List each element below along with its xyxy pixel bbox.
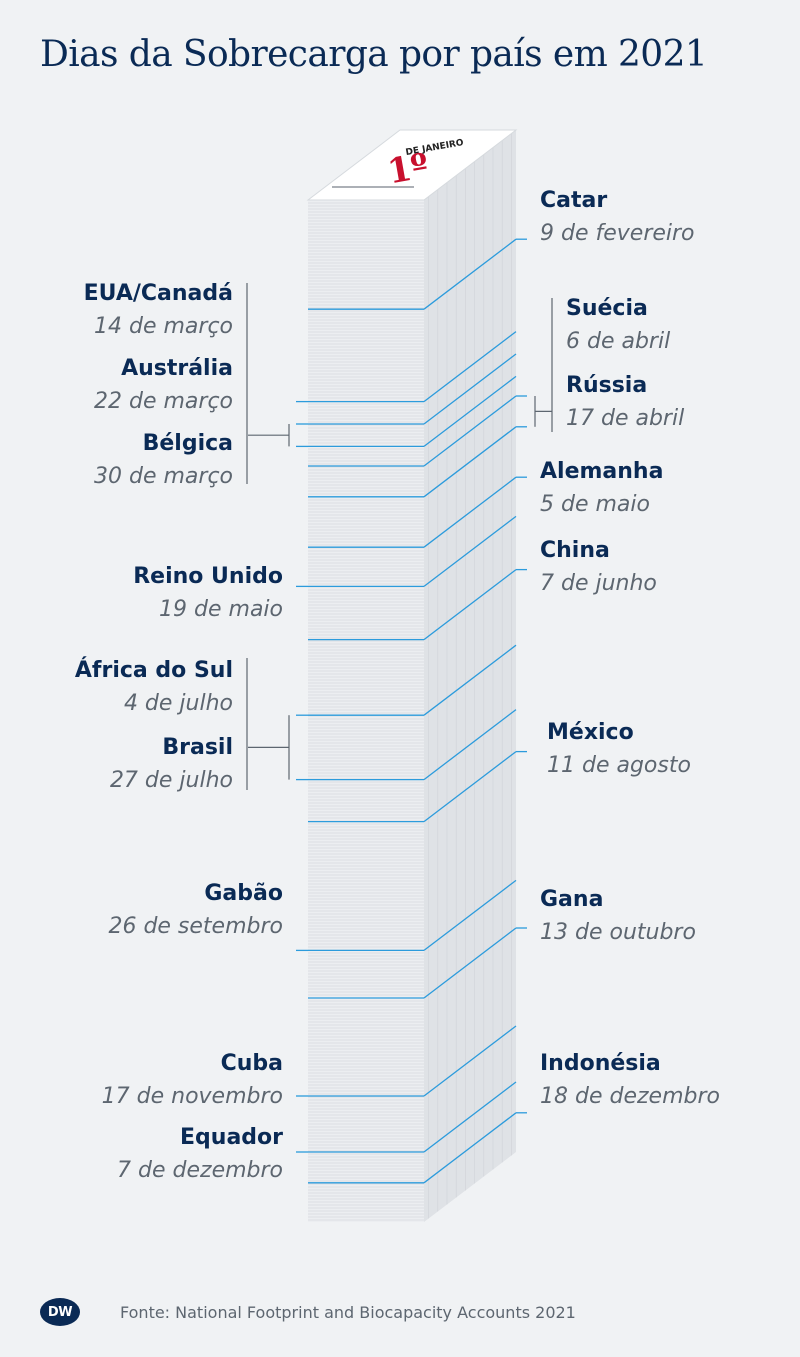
country-name: Suécia bbox=[566, 296, 648, 321]
marker-diagonal-australia bbox=[423, 353, 517, 425]
overshoot-date: 17 de novembro bbox=[101, 1084, 283, 1109]
country-name: México bbox=[547, 720, 634, 745]
marker-diagonal-gana bbox=[423, 927, 517, 999]
label-cuba: Cuba 17 de novembro bbox=[102, 1047, 283, 1113]
overshoot-date: 11 de agosto bbox=[547, 753, 691, 778]
country-name: Reino Unido bbox=[133, 564, 283, 589]
overshoot-date: 9 de fevereiro bbox=[540, 221, 695, 246]
country-name: Equador bbox=[180, 1125, 283, 1150]
label-russia: Rússia 17 de abril bbox=[566, 369, 684, 435]
marker-diagonal-alemanha bbox=[423, 476, 517, 548]
country-name: China bbox=[540, 538, 610, 563]
overshoot-date: 17 de abril bbox=[566, 406, 685, 431]
overshoot-date: 5 de maio bbox=[540, 492, 650, 517]
overshoot-date: 18 de dezembro bbox=[540, 1084, 720, 1109]
footer: DW Fonte: National Footprint and Biocapa… bbox=[40, 1298, 576, 1326]
overshoot-date: 7 de dezembro bbox=[117, 1158, 283, 1183]
overshoot-date: 6 de abril bbox=[566, 329, 671, 354]
overshoot-date: 26 de setembro bbox=[108, 914, 283, 939]
label-gabao: Gabão 26 de setembro bbox=[108, 877, 283, 943]
marker-diagonal-cuba bbox=[423, 1025, 517, 1097]
overshoot-date: 22 de março bbox=[94, 389, 233, 414]
overshoot-date: 19 de maio bbox=[159, 597, 283, 622]
label-australia: Austrália 22 de março bbox=[94, 352, 233, 418]
country-name: EUA/Canadá bbox=[83, 281, 233, 306]
country-name: Rússia bbox=[566, 373, 648, 398]
country-name: Brasil bbox=[162, 735, 233, 760]
date-markers bbox=[246, 238, 553, 1184]
source-note: Fonte: National Footprint and Biocapacit… bbox=[120, 1302, 576, 1322]
country-name: Alemanha bbox=[540, 459, 664, 484]
country-name: Gana bbox=[540, 887, 604, 912]
label-reino-unido: Reino Unido 19 de maio bbox=[133, 560, 283, 626]
calendar-day-label: 1º bbox=[385, 146, 432, 192]
marker-diagonal-africa-do-sul bbox=[423, 644, 517, 716]
marker-diagonal-brasil bbox=[423, 709, 517, 781]
label-catar: Catar 9 de fevereiro bbox=[540, 184, 695, 250]
label-alemanha: Alemanha 5 de maio bbox=[540, 455, 663, 521]
label-belgica: Bélgica 30 de março bbox=[94, 427, 233, 493]
label-eua-canada: EUA/Canadá 14 de março bbox=[84, 277, 233, 343]
overshoot-date: 7 de junho bbox=[540, 571, 657, 596]
label-indonesia: Indonésia 18 de dezembro bbox=[540, 1047, 720, 1113]
calendar-top-face bbox=[306, 129, 518, 201]
country-name: Austrália bbox=[121, 356, 233, 381]
marker-diagonal-gabao bbox=[423, 879, 517, 951]
stack-block bbox=[308, 130, 516, 1222]
overshoot-date: 27 de julho bbox=[109, 768, 233, 793]
marker-diagonal-indonesia bbox=[423, 1112, 517, 1184]
overshoot-date: 4 de julho bbox=[123, 691, 233, 716]
overshoot-date: 30 de março bbox=[94, 464, 233, 489]
marker-diagonal-catar bbox=[423, 238, 517, 310]
label-suecia: Suécia 6 de abril bbox=[566, 292, 670, 358]
overshoot-date: 13 de outubro bbox=[540, 920, 696, 945]
label-gana: Gana 13 de outubro bbox=[540, 883, 696, 949]
marker-diagonal-eua-canada bbox=[423, 331, 517, 403]
country-name: Catar bbox=[540, 188, 608, 213]
marker-diagonal-equador bbox=[423, 1081, 517, 1153]
marker-diagonal-china bbox=[423, 569, 517, 641]
label-mexico: México 11 de agosto bbox=[547, 716, 691, 782]
marker-diagonal-reino-unido bbox=[423, 515, 517, 587]
marker-diagonal-mexico bbox=[423, 751, 517, 823]
country-name: Indonésia bbox=[540, 1051, 661, 1076]
label-china: China 7 de junho bbox=[540, 534, 657, 600]
calendar-top-page: DE JANEIRO 1º bbox=[306, 129, 518, 201]
overshoot-date: 14 de março bbox=[94, 314, 233, 339]
label-brasil: Brasil 27 de julho bbox=[110, 731, 233, 797]
chart-title: Dias da Sobrecarga por país em 2021 bbox=[40, 34, 708, 75]
marker-diagonal-suecia bbox=[423, 395, 517, 467]
label-africa-do-sul: África do Sul 4 de julho bbox=[75, 654, 233, 720]
country-name: Cuba bbox=[220, 1051, 283, 1076]
label-equador: Equador 7 de dezembro bbox=[117, 1121, 283, 1187]
marker-diagonal-belgica bbox=[423, 375, 517, 447]
country-name: Bélgica bbox=[142, 431, 233, 456]
dw-logo-icon: DW bbox=[40, 1298, 80, 1326]
stack-front-face bbox=[308, 200, 424, 1222]
marker-diagonal-russia bbox=[423, 426, 517, 498]
country-name: África do Sul bbox=[74, 658, 233, 683]
country-name: Gabão bbox=[204, 881, 283, 906]
